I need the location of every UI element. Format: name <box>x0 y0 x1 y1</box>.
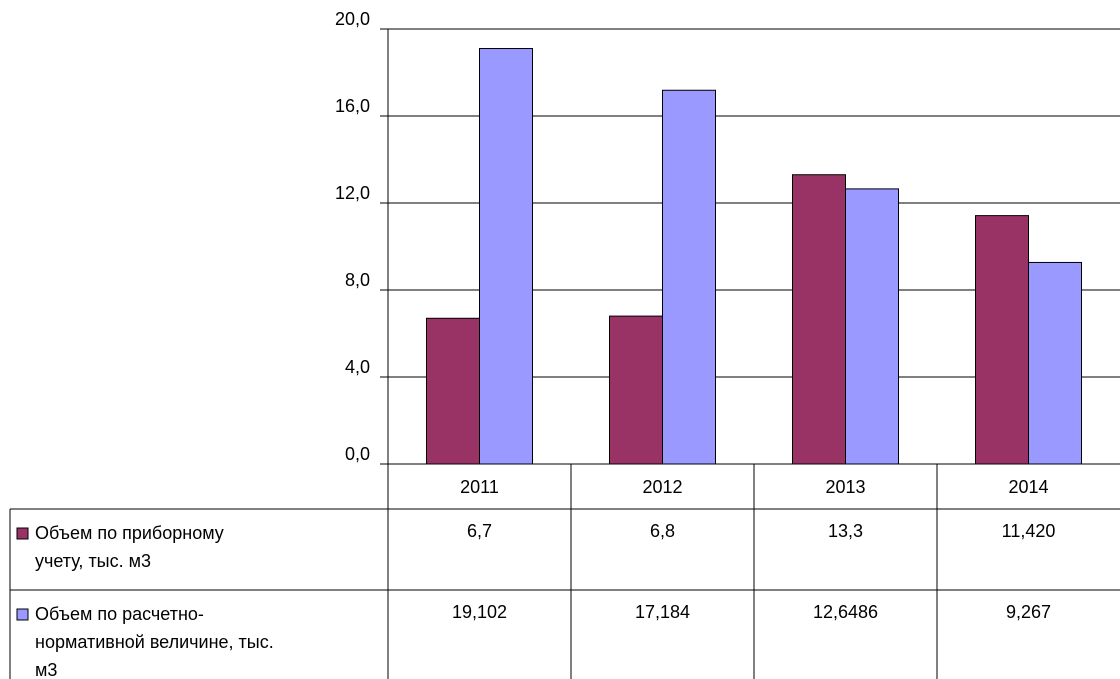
y-axis: 0,0 4,0 8,0 12,0 16,0 20,0 <box>335 9 389 465</box>
data-table-value: 6,7 <box>467 521 492 541</box>
bar-normative-volume <box>1028 261 1082 465</box>
legend-label: учету, тыс. м3 <box>35 551 151 571</box>
y-tick-label: 20,0 <box>335 9 370 29</box>
legend-label: Объем по расчетно- <box>35 604 204 624</box>
bar-normative-volume <box>662 89 716 465</box>
data-table: 2011 2012 2013 2014 Объем по приборному учету… <box>9 463 1120 679</box>
bar-normative-volume <box>479 48 533 465</box>
data-table-value: 17,184 <box>635 602 690 622</box>
data-table-value: 9,267 <box>1006 602 1051 622</box>
y-tick-label: 8,0 <box>345 270 370 290</box>
y-tick-label: 0,0 <box>345 444 370 464</box>
legend-label: м3 <box>35 660 57 679</box>
bar-instrument-metering <box>609 315 663 465</box>
bar-instrument-metering <box>975 215 1029 465</box>
x-category-label: 2014 <box>1008 477 1048 497</box>
legend-label: Объем по приборному <box>35 523 224 543</box>
data-table-value: 6,8 <box>650 521 675 541</box>
bar-instrument-metering <box>426 317 480 465</box>
legend-swatch-normative-volume <box>16 608 29 621</box>
bar-instrument-metering <box>792 174 846 465</box>
bar-normative-volume <box>845 188 899 465</box>
x-category-label: 2012 <box>642 477 682 497</box>
bars <box>426 48 1082 465</box>
data-table-value: 12,6486 <box>813 602 878 622</box>
y-tick-label: 16,0 <box>335 96 370 116</box>
data-table-value: 19,102 <box>452 602 507 622</box>
y-tick-label: 12,0 <box>335 183 370 203</box>
data-table-value: 13,3 <box>828 521 863 541</box>
x-category-label: 2011 <box>460 477 499 497</box>
y-tick-label: 4,0 <box>345 357 370 377</box>
data-table-value: 11,420 <box>1002 521 1056 541</box>
x-category-label: 2013 <box>825 477 865 497</box>
legend-label: нормативной величине, тыс. <box>35 632 274 652</box>
legend-swatch-instrument-metering <box>16 527 29 540</box>
